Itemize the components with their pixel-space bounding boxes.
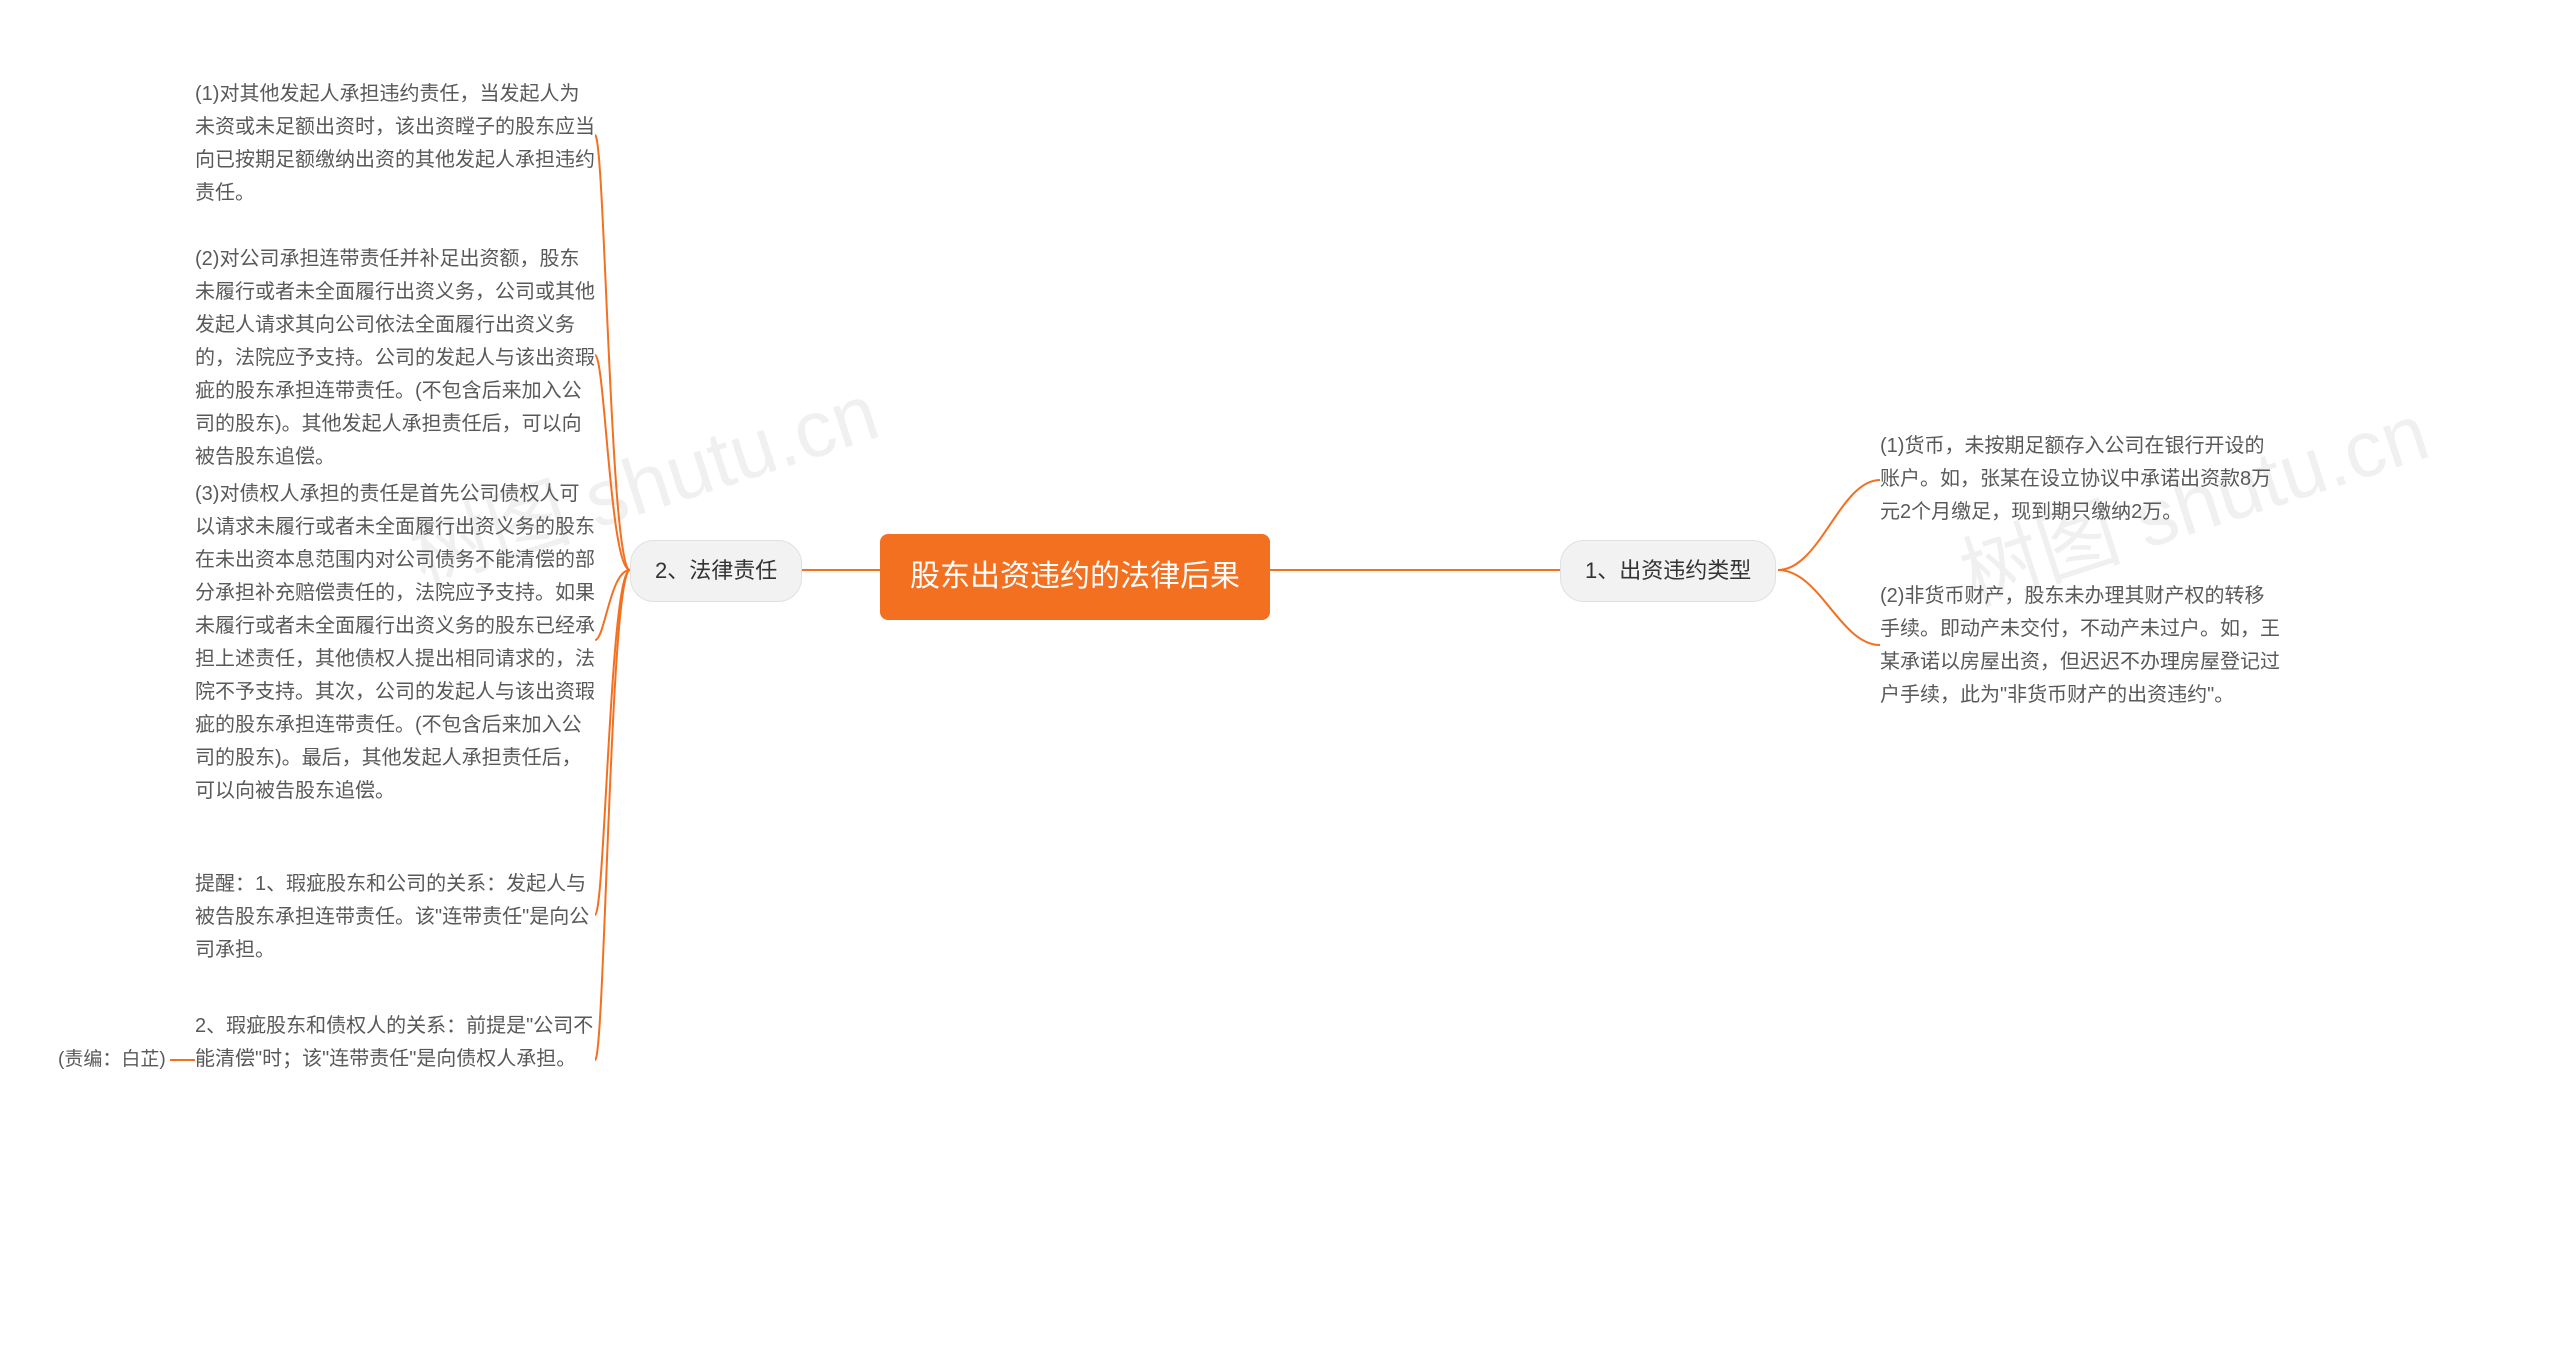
left-leaf-5: 2、瑕疵股东和债权人的关系：前提是"公司不能清偿"时；该"连带责任"是向债权人承…: [195, 1010, 595, 1076]
left-leaf-5-sub: (责编：白芷): [58, 1044, 166, 1075]
left-leaf-2: (2)对公司承担连带责任并补足出资额，股东未履行或者未全面履行出资义务，公司或其…: [195, 243, 595, 474]
left-leaf-3: (3)对债权人承担的责任是首先公司债权人可以请求未履行或者未全面履行出资义务的股…: [195, 478, 595, 808]
left-leaf-4: 提醒：1、瑕疵股东和公司的关系：发起人与被告股东承担连带责任。该"连带责任"是向…: [195, 868, 595, 967]
left-leaf-1: (1)对其他发起人承担违约责任，当发起人为未资或未足额出资时，该出资瞠子的股东应…: [195, 78, 595, 210]
right-leaf-2: (2)非货币财产，股东未办理其财产权的转移手续。即动产未交付，不动产未过户。如，…: [1880, 580, 2280, 712]
mindmap-root[interactable]: 股东出资违约的法律后果: [880, 534, 1270, 620]
branch-right[interactable]: 1、出资违约类型: [1560, 540, 1776, 602]
right-leaf-1: (1)货币，未按期足额存入公司在银行开设的账户。如，张某在设立协议中承诺出资款8…: [1880, 430, 2280, 529]
branch-left[interactable]: 2、法律责任: [630, 540, 802, 602]
